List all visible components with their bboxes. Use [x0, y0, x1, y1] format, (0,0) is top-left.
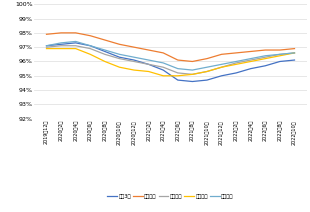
城東地区 — [161, 52, 165, 54]
城東地区 — [234, 52, 238, 54]
城東地区 — [278, 49, 282, 51]
城西地区 — [278, 54, 282, 57]
城西地区 — [161, 74, 165, 77]
城西地区 — [293, 52, 296, 54]
都心3区 — [278, 60, 282, 63]
都心3区 — [45, 45, 48, 47]
Line: 城北地区: 城北地区 — [46, 41, 294, 70]
城東地区 — [264, 49, 267, 51]
都心3区 — [59, 43, 63, 46]
城南地区 — [161, 66, 165, 68]
都心3区 — [205, 79, 209, 81]
都心3区 — [191, 80, 194, 83]
城東地区 — [147, 49, 150, 51]
城南地区 — [45, 46, 48, 49]
城南地区 — [103, 53, 107, 56]
城北地区 — [74, 40, 78, 43]
都心3区 — [74, 42, 78, 44]
都心3区 — [234, 72, 238, 74]
城南地区 — [220, 66, 224, 68]
城北地区 — [103, 49, 107, 51]
城東地区 — [191, 60, 194, 63]
都心3区 — [117, 56, 121, 59]
城東地区 — [117, 43, 121, 46]
城北地区 — [88, 45, 92, 47]
城西地区 — [220, 66, 224, 68]
城西地区 — [147, 70, 150, 73]
城北地区 — [176, 67, 180, 70]
城西地区 — [117, 66, 121, 68]
城南地区 — [234, 62, 238, 64]
城北地区 — [293, 52, 296, 54]
城西地区 — [103, 60, 107, 63]
Legend: 都心3区, 城東地区, 城南地区, 城西地区, 城北地区: 都心3区, 城東地区, 城南地区, 城西地区, 城北地区 — [107, 194, 234, 198]
城北地区 — [45, 45, 48, 47]
城北地区 — [234, 60, 238, 63]
城東地区 — [293, 47, 296, 50]
城北地区 — [220, 63, 224, 66]
城南地区 — [117, 57, 121, 60]
城東地区 — [205, 57, 209, 60]
都心3区 — [249, 67, 253, 70]
城東地区 — [103, 39, 107, 41]
都心3区 — [161, 69, 165, 71]
城北地区 — [147, 59, 150, 61]
Line: 城南地区: 城南地区 — [46, 46, 294, 74]
城南地区 — [176, 72, 180, 74]
城西地区 — [59, 47, 63, 50]
城南地区 — [132, 60, 136, 63]
都心3区 — [176, 79, 180, 81]
城北地区 — [264, 54, 267, 57]
Line: 都心3区: 都心3区 — [46, 43, 294, 82]
城北地区 — [205, 66, 209, 68]
城南地区 — [147, 63, 150, 66]
城南地区 — [59, 45, 63, 47]
城北地区 — [249, 57, 253, 60]
Line: 城東地区: 城東地区 — [46, 33, 294, 61]
城南地区 — [74, 45, 78, 47]
城東地区 — [59, 32, 63, 34]
都心3区 — [220, 74, 224, 77]
城西地区 — [191, 73, 194, 76]
城北地区 — [59, 42, 63, 44]
城西地区 — [176, 74, 180, 77]
城北地区 — [132, 56, 136, 59]
城南地区 — [191, 73, 194, 76]
Line: 城西地区: 城西地区 — [46, 49, 294, 76]
城北地区 — [161, 62, 165, 64]
城西地区 — [132, 69, 136, 71]
城西地区 — [205, 70, 209, 73]
都心3区 — [88, 45, 92, 47]
城東地区 — [249, 50, 253, 53]
城南地区 — [205, 70, 209, 73]
城西地区 — [74, 47, 78, 50]
都心3区 — [147, 63, 150, 66]
城東地区 — [220, 53, 224, 56]
城西地区 — [249, 60, 253, 63]
城北地区 — [278, 53, 282, 56]
城北地区 — [117, 53, 121, 56]
城東地区 — [88, 34, 92, 37]
城西地区 — [88, 53, 92, 56]
城西地区 — [264, 57, 267, 60]
城東地区 — [45, 33, 48, 36]
都心3区 — [103, 50, 107, 53]
城東地区 — [74, 32, 78, 34]
城西地区 — [45, 47, 48, 50]
城南地区 — [88, 47, 92, 50]
都心3区 — [132, 59, 136, 61]
都心3区 — [293, 59, 296, 61]
城東地区 — [132, 46, 136, 49]
都心3区 — [264, 64, 267, 67]
城西地区 — [234, 63, 238, 66]
城南地区 — [249, 59, 253, 61]
城南地区 — [293, 52, 296, 54]
城東地区 — [176, 59, 180, 61]
城南地区 — [264, 56, 267, 59]
城南地区 — [278, 53, 282, 56]
城北地区 — [191, 69, 194, 71]
